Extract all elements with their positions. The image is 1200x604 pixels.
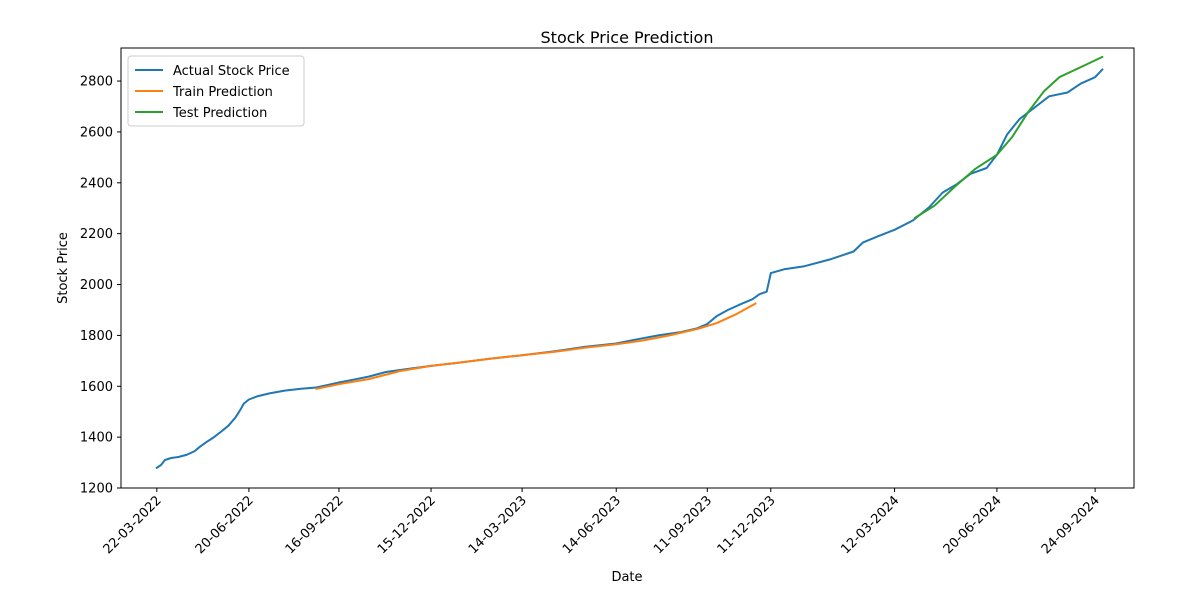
plot-frame <box>120 47 1135 489</box>
x-axis-label: Date <box>611 570 642 585</box>
series-line-2 <box>315 302 757 390</box>
chart-title: Stock Price Prediction <box>541 28 714 47</box>
legend-label: Train Prediction <box>172 85 273 100</box>
series-line-3 <box>913 55 1104 220</box>
y-tick-label: 1800 <box>80 329 113 344</box>
series-layer <box>155 55 1104 470</box>
y-axis-label: Stock Price <box>56 232 71 304</box>
y-tick-label: 2600 <box>80 125 113 140</box>
y-tick-label: 1600 <box>80 380 113 395</box>
y-tick-label: 2400 <box>80 176 113 191</box>
legend: Actual Stock Price Train Prediction Test P… <box>127 55 305 127</box>
y-tick-label: 2000 <box>80 278 113 293</box>
series-line-1 <box>155 68 1104 470</box>
y-tick-label: 2200 <box>80 227 113 242</box>
legend-label: Test Prediction <box>172 106 267 121</box>
y-tick-label: 1200 <box>80 482 113 497</box>
legend-label: Actual Stock Price <box>173 64 290 79</box>
y-axis: 1200 1400 1600 1800 2000 2200 2400 2600 2800 <box>80 75 121 497</box>
y-tick-label: 1400 <box>80 431 113 446</box>
y-tick-label: 2800 <box>80 75 113 90</box>
legend-box <box>127 55 305 127</box>
